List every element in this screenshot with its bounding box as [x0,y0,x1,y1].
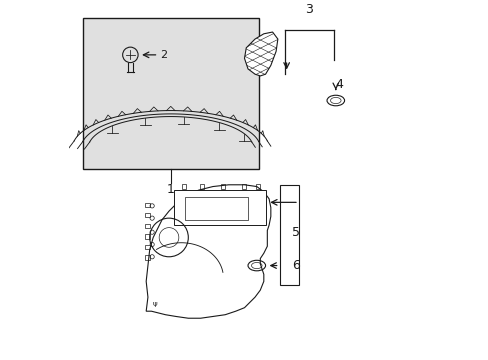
Bar [255,184,260,189]
Text: 4: 4 [335,78,343,91]
Bar [145,255,149,260]
Bar [174,190,265,225]
Text: 6: 6 [291,259,299,272]
Bar [279,185,298,285]
Bar [145,234,149,239]
Text: 3: 3 [305,3,313,16]
Text: ψ: ψ [152,301,157,307]
Text: 5: 5 [291,226,299,239]
Bar [83,18,258,169]
Bar [220,184,224,189]
Bar [145,224,149,228]
Bar [182,184,186,189]
Bar [199,184,203,189]
Bar [145,203,149,207]
Bar [145,245,149,249]
Text: 1: 1 [166,183,174,196]
Text: 2: 2 [160,50,167,60]
Bar [241,184,245,189]
Bar [184,197,247,220]
Polygon shape [244,32,277,76]
Polygon shape [146,185,270,318]
Bar [145,213,149,217]
